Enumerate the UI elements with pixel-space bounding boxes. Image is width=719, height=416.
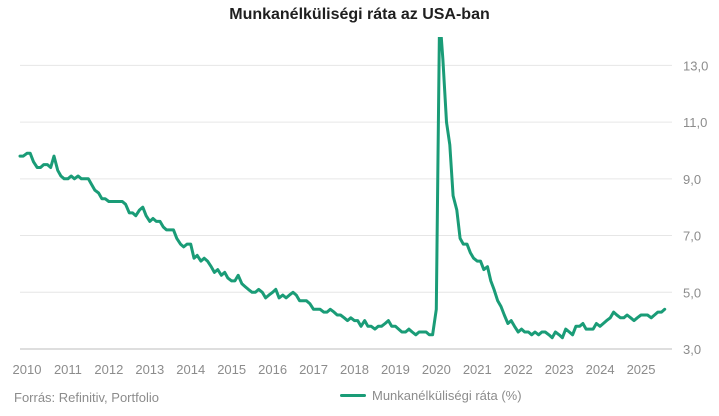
x-tick-label: 2017: [299, 362, 328, 377]
y-tick-label: 11,0: [683, 115, 707, 130]
x-tick-label: 2025: [627, 362, 656, 377]
x-tick-label: 2010: [13, 362, 42, 377]
legend-label: Munkanélküliségi ráta (%): [372, 388, 522, 403]
y-axis: 3,0 5,0 7,0 9,0 11,0 13,0: [683, 58, 708, 357]
x-tick-label: 2021: [463, 362, 492, 377]
x-tick-label: 2019: [381, 362, 410, 377]
x-axis: 2010 2011 2012 2013 2014 2015 2016 2017 2018 2019…: [13, 362, 656, 377]
x-tick-label: 2016: [258, 362, 287, 377]
gridlines: [20, 64, 672, 350]
x-tick-label: 2013: [135, 362, 164, 377]
y-tick-label: 7,0: [683, 229, 701, 244]
x-tick-label: 2018: [340, 362, 369, 377]
x-tick-label: 2022: [504, 362, 533, 377]
x-tick-label: 2023: [545, 362, 574, 377]
x-tick-label: 2020: [422, 362, 451, 377]
x-tick-label: 2024: [586, 362, 615, 377]
source-note: Forrás: Refinitiv, Portfolio: [14, 390, 159, 405]
chart-title: Munkanélküliségi ráta az USA-ban: [229, 6, 490, 23]
y-tick-label: 13,0: [683, 58, 708, 73]
x-tick-label: 2012: [94, 362, 123, 377]
x-tick-label: 2014: [176, 362, 205, 377]
x-tick-label: 2015: [217, 362, 246, 377]
y-tick-label: 9,0: [683, 172, 701, 187]
legend[interactable]: Munkanélküliségi ráta (%): [340, 388, 522, 403]
series-line: [18, 37, 667, 340]
y-tick-label: 3,0: [683, 342, 701, 357]
y-tick-label: 5,0: [683, 285, 701, 300]
legend-swatch: [340, 394, 366, 397]
series-group: [18, 37, 667, 340]
x-tick-label: 2011: [54, 362, 82, 377]
